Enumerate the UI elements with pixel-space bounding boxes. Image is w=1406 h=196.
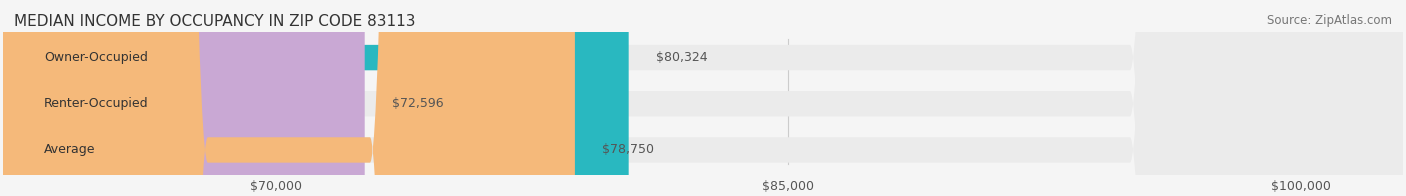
FancyBboxPatch shape: [3, 0, 364, 196]
Text: Source: ZipAtlas.com: Source: ZipAtlas.com: [1267, 14, 1392, 27]
Text: Average: Average: [44, 143, 96, 156]
FancyBboxPatch shape: [3, 0, 1403, 196]
Text: MEDIAN INCOME BY OCCUPANCY IN ZIP CODE 83113: MEDIAN INCOME BY OCCUPANCY IN ZIP CODE 8…: [14, 14, 416, 29]
Text: $80,324: $80,324: [657, 51, 707, 64]
FancyBboxPatch shape: [3, 0, 1403, 196]
FancyBboxPatch shape: [3, 0, 575, 196]
FancyBboxPatch shape: [3, 0, 628, 196]
FancyBboxPatch shape: [3, 0, 1403, 196]
Text: Owner-Occupied: Owner-Occupied: [44, 51, 148, 64]
Text: $72,596: $72,596: [392, 97, 444, 110]
Text: Renter-Occupied: Renter-Occupied: [44, 97, 149, 110]
Text: $78,750: $78,750: [602, 143, 654, 156]
